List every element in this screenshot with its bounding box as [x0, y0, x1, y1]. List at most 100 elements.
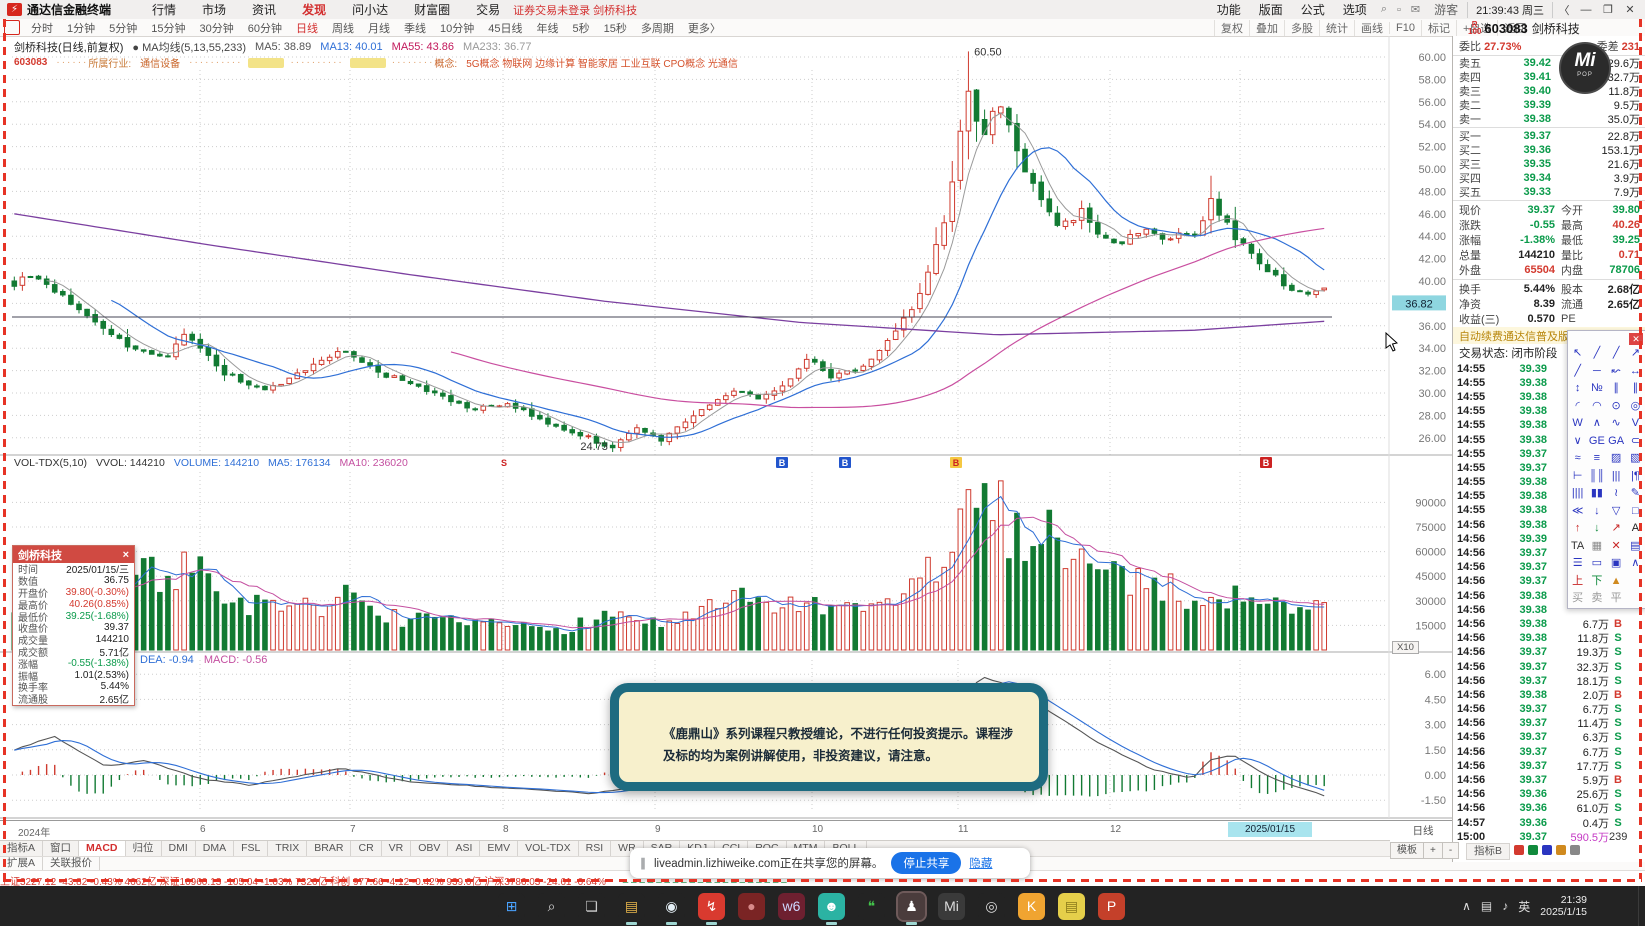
tool-F10[interactable]: F10: [1389, 21, 1421, 34]
bid-row-买四[interactable]: 买四 39.34 3.9万: [1453, 171, 1645, 185]
maximize-button[interactable]: ❐: [1603, 4, 1613, 16]
ask-row-卖四[interactable]: 卖四 39.41 32.7万: [1453, 70, 1645, 84]
hongtao-app-icon[interactable]: ●: [738, 892, 765, 920]
drawing-tool-icon[interactable]: ▭: [1591, 557, 1603, 569]
tab-窗口[interactable]: 窗口: [43, 841, 80, 857]
tab-indicator-b[interactable]: 指标B: [1466, 843, 1511, 860]
file-explorer-icon[interactable]: ▤: [618, 892, 645, 925]
drawing-tool-icon[interactable]: ↜: [1611, 364, 1621, 377]
drawing-tool-icon[interactable]: ▧: [1630, 452, 1641, 464]
mini-color-icon[interactable]: [1514, 845, 1525, 855]
drawing-tool-icon[interactable]: ↗: [1611, 522, 1621, 534]
wechat-icon[interactable]: ❝: [858, 892, 885, 920]
tray-icon-0[interactable]: ∧: [1462, 899, 1471, 913]
drawing-tool-icon[interactable]: ◎: [1630, 399, 1641, 412]
drawing-tool-icon[interactable]: ↑: [1574, 522, 1581, 534]
tab-MACD[interactable]: MACD: [79, 841, 126, 857]
mini-color-icon[interactable]: [1556, 845, 1567, 855]
drawing-tool-icon[interactable]: ▣: [1610, 557, 1622, 569]
ask-row-卖三[interactable]: 卖三 39.40 11.8万: [1453, 84, 1645, 98]
ask-row-卖二[interactable]: 卖二 39.39 9.5万: [1453, 98, 1645, 112]
stickynote-icon[interactable]: ▤: [1058, 892, 1085, 920]
menu-item-交易[interactable]: 交易: [476, 3, 501, 17]
menu-item-财富圈[interactable]: 财富圈: [414, 3, 451, 17]
drawing-tool-icon[interactable]: 卖: [1591, 592, 1603, 604]
period-60分钟[interactable]: 60分钟: [247, 22, 282, 35]
teal-chat-icon[interactable]: ☻: [818, 892, 845, 925]
drawing-tool-icon[interactable]: ✎: [1630, 487, 1640, 499]
drawing-tool-icon[interactable]: ↖: [1573, 347, 1583, 359]
drawing-tool-icon[interactable]: A: [1631, 522, 1640, 534]
tray-icon-2[interactable]: ♪: [1502, 899, 1509, 913]
drawing-tool-icon[interactable]: ≪: [1571, 504, 1584, 517]
drawing-tool-icon[interactable]: 买: [1572, 592, 1584, 604]
drawing-tool-icon[interactable]: ⊢: [1572, 469, 1583, 482]
drawing-tool-icon[interactable]: ↓: [1594, 522, 1600, 534]
period-30分钟[interactable]: 30分钟: [199, 22, 234, 35]
menu-item-问小达[interactable]: 问小达: [352, 3, 389, 17]
close-button[interactable]: ✕: [1625, 4, 1635, 16]
drawing-tool-icon[interactable]: 上: [1572, 574, 1584, 587]
tab-DMI[interactable]: DMI: [162, 841, 196, 857]
drawing-tool-icon[interactable]: ▨: [1610, 452, 1622, 464]
minimize-button[interactable]: —: [1580, 3, 1592, 16]
toolbar-mini-icon-2[interactable]: ✉: [1410, 4, 1421, 16]
drawing-tool-icon[interactable]: [1626, 590, 1645, 608]
period-月线[interactable]: 月线: [368, 22, 390, 35]
drawing-tool-icon[interactable]: □: [1632, 504, 1639, 517]
toolbar-mini-icon-1[interactable]: ▫: [1396, 3, 1401, 16]
industry-value[interactable]: 通信设备: [140, 59, 181, 70]
mini-color-icon[interactable]: [1542, 845, 1553, 855]
drawing-tool-icon[interactable]: TA: [1571, 539, 1585, 552]
period-多周期[interactable]: 多周期: [640, 22, 674, 35]
drawing-tool-icon[interactable]: |¶: [1630, 469, 1640, 482]
tool-叠加[interactable]: 叠加: [1249, 19, 1284, 36]
menu-item-功能[interactable]: 功能: [1216, 3, 1241, 17]
tab-CR[interactable]: CR: [351, 841, 382, 857]
taskbar-clock[interactable]: 21:39 2025/1/15: [1540, 894, 1587, 918]
drawing-tool-icon[interactable]: GA: [1608, 434, 1625, 447]
drawing-tool-icon[interactable]: [1626, 573, 1645, 591]
drawing-tool-icon[interactable]: ▮▮: [1590, 487, 1603, 499]
period-15分钟[interactable]: 15分钟: [151, 22, 186, 35]
drawing-tool-icon[interactable]: ▽: [1611, 504, 1621, 517]
drawing-tool-icon[interactable]: ╱: [1593, 347, 1601, 359]
tab-FSL[interactable]: FSL: [234, 841, 269, 857]
tab-关联报价[interactable]: 关联报价: [43, 857, 101, 871]
tab-TRIX[interactable]: TRIX: [268, 841, 308, 857]
indicator-name[interactable]: ● MA均线(5,13,55,233): [132, 42, 247, 54]
tool-统计[interactable]: 统计: [1319, 19, 1354, 36]
drawing-tool-icon[interactable]: ☰: [1572, 557, 1583, 569]
mi-app-icon[interactable]: Mi: [938, 892, 965, 920]
tab-EMV[interactable]: EMV: [480, 841, 519, 857]
hide-share-button[interactable]: 隐藏: [969, 858, 993, 870]
bid-row-买一[interactable]: 买一 39.37 22.8万: [1453, 129, 1645, 143]
tab-VR[interactable]: VR: [382, 841, 412, 857]
menu-item-行情[interactable]: 行情: [152, 3, 177, 17]
tool-复权[interactable]: 复权: [1214, 19, 1249, 36]
drawing-tool-icon[interactable]: ∨: [1573, 434, 1582, 447]
drawing-tool-icon[interactable]: ◜: [1575, 399, 1580, 412]
tab-ASI[interactable]: ASI: [448, 841, 481, 857]
notification-strip[interactable]: [1638, 886, 1645, 926]
tray-icon-1[interactable]: ▤: [1480, 899, 1493, 913]
mini-color-icon[interactable]: [1570, 845, 1581, 855]
period-季线[interactable]: 季线: [404, 22, 426, 35]
period-5分钟[interactable]: 5分钟: [109, 22, 138, 35]
menu-item-版面[interactable]: 版面: [1258, 3, 1283, 17]
drawing-tool-icon[interactable]: ▤: [1630, 539, 1641, 552]
tab-BRAR[interactable]: BRAR: [307, 841, 352, 857]
chrome-icon[interactable]: ◉: [658, 892, 685, 925]
drawing-tool-icon[interactable]: ↔: [1629, 364, 1641, 377]
candlestick-chart[interactable]: 60.00 58.00 56.00 54.00 52.00 50.00 48.00 46.00…: [0, 36, 1452, 826]
period-日线[interactable]: 日线: [296, 22, 318, 35]
drawing-tool-icon[interactable]: ▲: [1610, 574, 1622, 587]
tool-+自选[interactable]: +自选: [1455, 19, 1497, 36]
tool-多股[interactable]: 多股: [1284, 19, 1319, 36]
template-button[interactable]: 模板: [1390, 842, 1424, 859]
tab-RSI[interactable]: RSI: [579, 841, 612, 857]
period-10分钟[interactable]: 10分钟: [440, 22, 475, 35]
drawing-tool-icon[interactable]: GE: [1588, 434, 1605, 447]
drawing-tool-icon[interactable]: V: [1631, 417, 1640, 429]
drawing-tool-icon[interactable]: ↕: [1574, 382, 1581, 394]
